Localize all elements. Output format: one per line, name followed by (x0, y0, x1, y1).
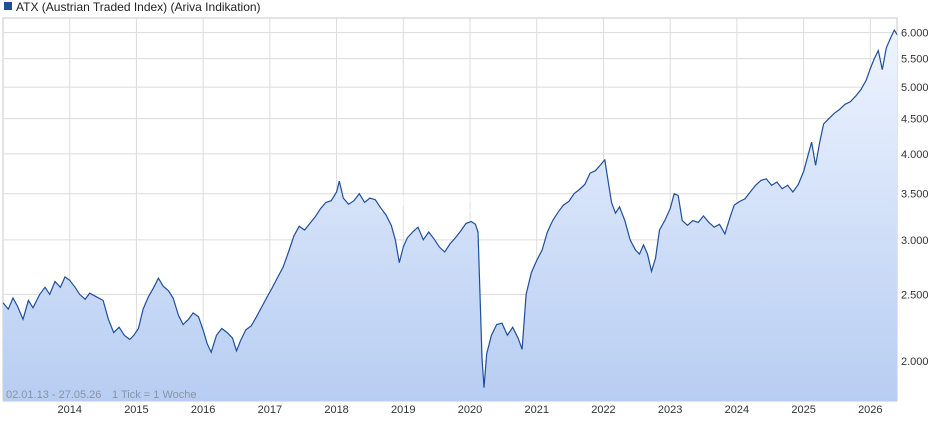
y-tick-label-6000: 6.000 (901, 28, 929, 40)
x-tick-label-2026: 2026 (858, 404, 882, 416)
x-tick-label-2019: 2019 (391, 404, 415, 416)
x-tick-label-2014: 2014 (57, 404, 81, 416)
x-tick-label-2018: 2018 (324, 404, 348, 416)
y-tick-label-2500: 2.500 (901, 289, 929, 301)
tick-note: 1 Tick = 1 Woche (112, 389, 196, 401)
date-range: 02.01.13 - 27.05.26 (6, 389, 101, 401)
x-tick-label-2020: 2020 (458, 404, 482, 416)
series-line (2, 28, 898, 388)
x-tick-label-2023: 2023 (658, 404, 682, 416)
legend-swatch (4, 2, 12, 10)
y-axis-ticks: 2.000 2.500 3.000 3.500 4.000 4.500 5.000 5.500… (901, 28, 929, 368)
x-tick-label-2015: 2015 (124, 404, 148, 416)
y-tick-label-3000: 3.000 (901, 235, 929, 247)
legend-label: ATX (Austrian Traded Index) (Ariva Indik… (16, 0, 261, 14)
watermark: ARIVA.DE (378, 193, 497, 218)
y-tick-label-2000: 2.000 (901, 356, 929, 368)
x-tick-label-2022: 2022 (591, 404, 615, 416)
y-tick-label-4000: 4.000 (901, 149, 929, 161)
x-tick-label-2021: 2021 (524, 404, 548, 416)
x-tick-label-2016: 2016 (191, 404, 215, 416)
series-area (3, 30, 897, 401)
y-tick-label-3500: 3.500 (901, 189, 929, 201)
x-tick-label-2017: 2017 (258, 404, 282, 416)
x-tick-label-2024: 2024 (725, 404, 749, 416)
x-tick-label-2025: 2025 (791, 404, 815, 416)
y-tick-label-5000: 5.000 (901, 82, 929, 94)
y-tick-label-4500: 4.500 (901, 114, 929, 126)
y-tick-label-5500: 5.500 (901, 54, 929, 66)
x-axis-ticks: 2014 2015 2016 2017 2018 2019 2020 2021 2022 2023… (57, 404, 882, 416)
